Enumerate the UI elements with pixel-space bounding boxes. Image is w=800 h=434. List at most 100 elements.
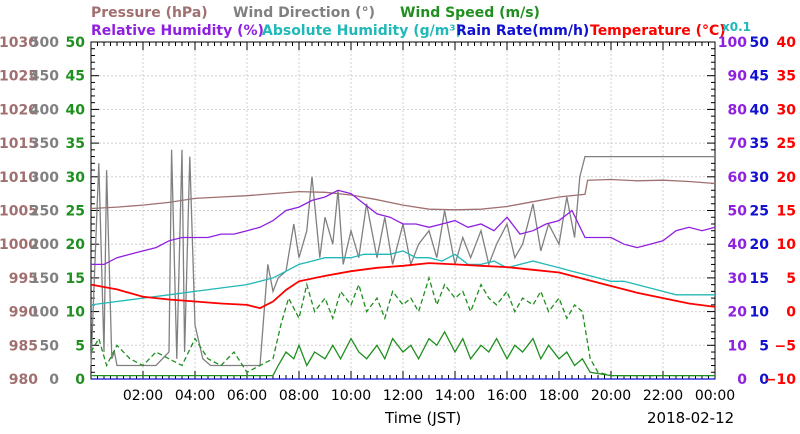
y-tick-label-rain-rate: 40 [750,102,770,118]
y-tick-label-humidity: 0 [737,372,747,388]
y-tick-label-humidity: 70 [728,136,748,152]
y-tick-label-rain-rate: 50 [750,35,770,51]
y-tick-label-temperature: 25 [777,136,796,152]
y-tick-label-wind-direction: 0 [49,372,59,388]
legend-pressure: Pressure (hPa) [91,5,208,21]
grid [91,42,715,379]
y-tick-labels: 9809859909951000100510101015102010251030… [0,35,796,388]
y-tick-label-wind-direction: 300 [30,170,59,186]
date-label: 2018-02-12 [647,409,734,427]
y-tick-label-wind-speed: 35 [66,136,85,152]
y-tick-label-pressure: 985 [9,338,38,354]
y-tick-label-wind-speed: 50 [66,35,86,51]
y-tick-label-pressure: 1010 [0,170,38,186]
y-tick-label-rain-rate: 35 [750,136,769,152]
y-tick-label-humidity: 20 [728,305,748,321]
series-wind-direction [90,149,715,367]
x-tick-label: 22:00 [643,388,683,404]
y-tick-label-wind-speed: 40 [66,102,86,118]
y-tick-label-wind-direction: 450 [30,69,59,85]
y-tick-label-humidity: 60 [728,170,748,186]
x-tick-label: 02:00 [123,388,163,404]
y-tick-label-temperature: −10 [765,372,796,388]
y-tick-label-rain-rate: 45 [750,69,769,85]
y-tick-label-pressure: 1000 [0,237,38,253]
y-tick-label-pressure: 980 [9,372,38,388]
x-tick-label: 08:00 [279,388,319,404]
y-tick-label-wind-speed: 30 [66,170,86,186]
y-tick-label-pressure: 1015 [0,136,38,152]
legend-wind-speed: Wind Speed (m/s) [400,5,540,21]
y-tick-label-wind-direction: 150 [30,271,59,287]
y-tick-label-pressure: 1025 [0,69,38,85]
y-tick-label-wind-speed: 15 [66,271,85,287]
y-tick-label-wind-direction: 500 [30,35,59,51]
y-tick-label-pressure: 1030 [0,35,38,51]
x-tick-label: 06:00 [227,388,267,404]
y-tick-label-wind-direction: 350 [30,136,59,152]
y-tick-label-temperature: 20 [777,170,797,186]
y-tick-label-temperature: 40 [777,35,797,51]
y-tick-label-humidity: 80 [728,102,748,118]
y-tick-label-humidity: 40 [728,237,748,253]
y-tick-label-rain-rate: 30 [750,170,770,186]
series-pressure-hpa [90,178,716,211]
y-tick-label-temperature: 15 [777,204,796,220]
x-tick-label: 04:00 [175,388,215,404]
y-tick-label-wind-speed: 20 [66,237,86,253]
y-tick-label-wind-direction: 50 [40,338,60,354]
x-tick-label: 00:00 [695,388,735,404]
legend-relative-humidity: Relative Humidity (%) [91,23,264,39]
y-tick-label-wind-speed: 10 [66,305,86,321]
series-temperature-c [90,262,716,310]
y-tick-label-pressure: 1005 [0,204,38,220]
y-tick-label-rain-rate: 20 [750,237,770,253]
legend-absolute-humidity: Absolute Humidity (g/m³) [262,23,462,39]
y-tick-label-pressure: 1020 [0,102,38,118]
series-wind-speed-gust-m-s [90,275,715,377]
x-axis-label: Time (JST) [384,409,461,427]
y-tick-label-humidity: 50 [728,204,748,220]
series-absolute-humidity-g-m [90,250,715,306]
x-tick-label: 14:00 [435,388,475,404]
axis-ticks [90,41,716,380]
y-tick-label-temperature: 0 [786,305,796,321]
scale-note: x0.1 [722,20,751,34]
y-tick-label-humidity: 30 [728,271,748,287]
y-tick-label-humidity: 90 [728,69,748,85]
legend-wind-direction: Wind Direction (°) [233,5,375,21]
y-tick-label-wind-speed: 0 [75,372,85,388]
y-tick-label-humidity: 100 [718,35,747,51]
y-tick-label-humidity: 10 [728,338,748,354]
y-tick-label-temperature: 5 [786,271,796,287]
y-tick-label-wind-direction: 200 [30,237,59,253]
x-tick-label: 16:00 [487,388,527,404]
y-tick-label-wind-direction: 400 [30,102,59,118]
legend-rain-rate: Rain Rate(mm/h) [456,23,589,39]
x-tick-labels: 02:00 04:00 06:00 08:00 10:00 12:00 14:00 16:00… [123,388,735,404]
y-tick-label-rain-rate: 10 [750,305,770,321]
y-tick-label-temperature: 10 [777,237,797,253]
x-tick-label: 12:00 [383,388,423,404]
y-tick-label-rain-rate: 5 [759,338,769,354]
y-tick-label-temperature: 35 [777,69,796,85]
y-tick-label-wind-speed: 25 [66,204,85,220]
series-group [90,149,716,380]
y-tick-label-pressure: 995 [9,271,38,287]
y-tick-label-wind-direction: 250 [30,204,59,220]
y-tick-label-temperature: 30 [777,102,797,118]
x-tick-label: 10:00 [331,388,371,404]
y-tick-label-rain-rate: 25 [750,204,769,220]
y-tick-label-pressure: 990 [9,305,38,321]
y-tick-label-rain-rate: 15 [750,271,769,287]
series-relative-humidity [91,189,716,266]
y-tick-label-rain-rate: 0 [759,372,769,388]
x-tick-label: 18:00 [539,388,579,404]
y-tick-label-temperature: −5 [775,338,796,354]
y-tick-label-wind-speed: 45 [66,69,85,85]
x-tick-label: 20:00 [591,388,631,404]
series-wind-speed-m-s [91,330,715,377]
y-tick-label-wind-direction: 100 [30,305,59,321]
legend-temperature: Temperature (°C) [590,23,726,39]
